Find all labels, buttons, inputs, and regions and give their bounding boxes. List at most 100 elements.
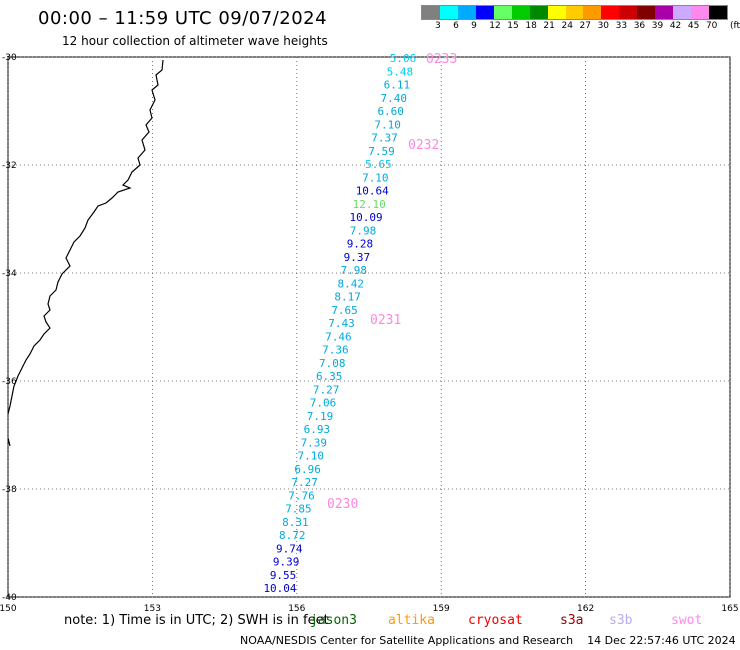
lon-tick-label: 159 [433, 604, 450, 614]
legend-swatch [673, 6, 692, 19]
wave-height-value: 5.06 [390, 52, 417, 65]
lat-tick-label: -32 [2, 161, 17, 171]
wave-height-value: 5.65 [365, 158, 392, 171]
lon-tick-label: 165 [721, 604, 738, 614]
wave-height-value: 9.37 [344, 251, 371, 264]
legend-swatch [529, 6, 548, 19]
legend-swatch [691, 6, 709, 19]
legend-label: 24 [561, 21, 573, 31]
wave-height-value: 9.74 [276, 542, 303, 555]
legend-label: 30 [597, 21, 610, 31]
legend-swatch [493, 6, 512, 19]
map-subtitle: 12 hour collection of altimeter wave hei… [62, 34, 328, 48]
wave-height-value: 10.64 [356, 185, 389, 198]
legend-swatch [422, 6, 440, 19]
pass-time-label: 0233 [426, 52, 457, 67]
wave-height-value: 6.11 [384, 79, 411, 92]
legend-label: 45 [687, 21, 700, 31]
wave-height-value: 7.10 [374, 118, 401, 131]
mission-label: jason3 [310, 613, 357, 628]
wave-height-value: 7.27 [291, 476, 318, 489]
legend-label: 27 [579, 21, 591, 31]
legend-swatch [619, 6, 638, 19]
legend-label: 70 [705, 21, 718, 31]
wave-height-value: 7.39 [301, 436, 328, 449]
coastline-fragment [7, 437, 11, 447]
wave-height-value: 9.55 [270, 569, 297, 582]
legend-swatch [511, 6, 530, 19]
lon-tick-label: 162 [577, 604, 594, 614]
lat-tick-label: -38 [2, 485, 17, 495]
lon-tick-label: 156 [288, 604, 305, 614]
wave-height-value: 7.98 [350, 224, 377, 237]
wave-height-value: 7.36 [322, 344, 349, 357]
wave-height-value: 5.48 [387, 65, 414, 78]
legend-label: 18 [525, 21, 537, 31]
graticule [7, 56, 731, 598]
legend-swatch [583, 6, 602, 19]
wave-height-value: 8.17 [334, 291, 361, 304]
wave-height-value: 7.85 [285, 503, 312, 516]
wave-height-value: 7.76 [288, 489, 315, 502]
wave-height-value: 7.40 [381, 92, 408, 105]
wave-height-value: 6.93 [304, 423, 331, 436]
map-frame [7, 56, 731, 598]
legend-label: 42 [669, 21, 682, 31]
legend-label: 6 [453, 21, 459, 31]
legend-swatch [709, 6, 727, 19]
legend-label: 36 [633, 21, 646, 31]
wave-height-value: 7.27 [313, 383, 340, 396]
wave-height-value: 7.43 [328, 317, 355, 330]
credits-line: NOAA/NESDIS Center for Satellite Applica… [240, 634, 736, 647]
legend-swatch [601, 6, 620, 19]
color-legend [421, 5, 728, 20]
wave-height-value: 7.98 [341, 264, 368, 277]
wave-height-value: 8.72 [279, 529, 306, 542]
legend-swatch [547, 6, 566, 19]
lat-tick-label: -34 [2, 269, 17, 279]
mission-label: cryosat [468, 613, 523, 628]
legend-swatch [637, 6, 656, 19]
wave-height-value: 8.31 [282, 516, 309, 529]
pass-time-labels: 0233 0232 0231 0230 [327, 52, 457, 512]
lon-tick-label: 150 [0, 604, 17, 614]
axis-tick-labels: 150 153 156 159 162 165 -30 -32 -34 -36 -38 -40 [0, 53, 739, 614]
wave-height-value: 6.96 [294, 463, 321, 476]
legend-label: 15 [507, 21, 519, 31]
footer-note: note: 1) Time is in UTC; 2) SWH is in fe… [64, 613, 329, 628]
mission-label: s3a [560, 613, 584, 628]
wave-height-value: 12.10 [353, 198, 386, 211]
legend-label: 3 [435, 21, 441, 31]
wave-height-value: 7.59 [368, 145, 395, 158]
legend-swatch [439, 6, 458, 19]
pass-time-label: 0230 [327, 497, 358, 512]
wave-height-value: 7.10 [362, 171, 389, 184]
wave-height-value: 8.42 [337, 277, 364, 290]
legend-label: 39 [651, 21, 664, 31]
wave-height-value: 9.39 [273, 556, 300, 569]
wave-height-value: 7.65 [331, 304, 358, 317]
wave-height-value: 7.08 [319, 357, 346, 370]
mission-label: swot [671, 613, 703, 628]
lat-tick-label: -36 [2, 377, 17, 387]
wave-height-value: 6.60 [377, 105, 404, 118]
wave-height-value: 7.10 [298, 450, 325, 463]
legend-swatch [655, 6, 674, 19]
mission-legend: jason3 altika cryosat s3a s3b swot [300, 613, 740, 629]
mission-label: s3b [609, 613, 633, 628]
lat-tick-label: -40 [2, 593, 17, 603]
legend-unit: (ft) [730, 21, 740, 31]
map-title: 00:00 – 11:59 UTC 09/07/2024 [38, 8, 328, 29]
coastline [7, 59, 164, 415]
legend-label: 12 [489, 21, 501, 31]
wave-height-value: 7.37 [371, 132, 398, 145]
lon-tick-label: 153 [144, 604, 161, 614]
lat-tick-label: -30 [2, 53, 17, 63]
wave-height-value: 10.04 [263, 582, 296, 595]
wave-height-value: 10.09 [350, 211, 383, 224]
wave-height-value: 7.19 [307, 410, 334, 423]
legend-swatch [457, 6, 476, 19]
pass-time-label: 0232 [408, 138, 439, 153]
